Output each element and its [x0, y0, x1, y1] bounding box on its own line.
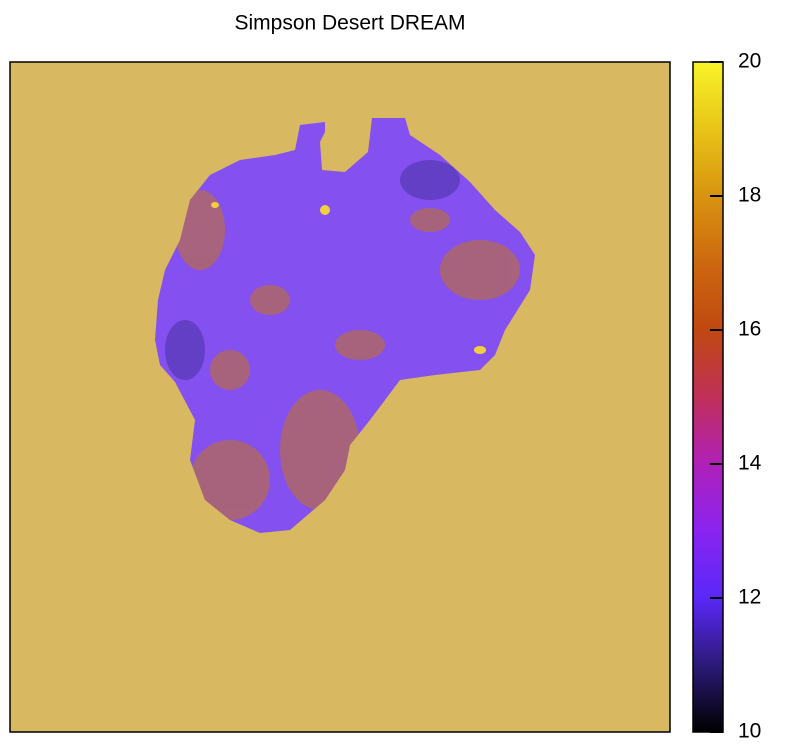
colorbar-tick-label: 14 [738, 452, 762, 475]
colorbar [693, 62, 723, 732]
colorbar-tick-label: 18 [738, 184, 761, 207]
chart: Simpson Desert DREAM 10 12 14 16 18 20 [0, 0, 787, 744]
colorbar-tick-label: 16 [738, 318, 761, 341]
colorbar-tick-label: 12 [738, 586, 761, 609]
chart-title: Simpson Desert DREAM [234, 12, 465, 35]
colorbar-tick-label: 10 [738, 720, 761, 743]
colorbar-tick-label: 20 [738, 50, 761, 73]
page: Simpson Desert DREAM 101214161820 (() =>… [0, 0, 787, 744]
